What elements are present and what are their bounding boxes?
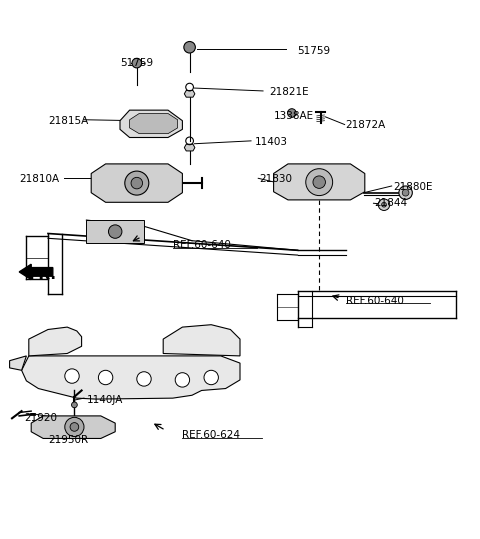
Circle shape <box>65 369 79 383</box>
Text: 21815A: 21815A <box>48 116 88 126</box>
Text: 21880E: 21880E <box>394 182 433 192</box>
Polygon shape <box>29 327 82 356</box>
Circle shape <box>204 370 218 385</box>
Text: 11403: 11403 <box>254 137 288 147</box>
Circle shape <box>137 372 151 386</box>
Text: REF.60-640: REF.60-640 <box>346 296 404 306</box>
Text: 51759: 51759 <box>120 58 153 68</box>
FancyArrow shape <box>19 264 53 280</box>
Circle shape <box>378 199 390 210</box>
Polygon shape <box>130 114 178 134</box>
Text: 1140JA: 1140JA <box>86 395 123 405</box>
Text: 1338AE: 1338AE <box>274 111 314 121</box>
Polygon shape <box>91 164 182 202</box>
Polygon shape <box>120 110 182 137</box>
Text: 21810A: 21810A <box>19 174 60 184</box>
Polygon shape <box>274 164 365 200</box>
Circle shape <box>125 171 149 195</box>
Polygon shape <box>184 144 195 151</box>
Polygon shape <box>22 356 240 399</box>
Circle shape <box>98 370 113 385</box>
Polygon shape <box>184 91 195 97</box>
Text: REF.60-640: REF.60-640 <box>173 240 231 251</box>
Text: REF.60-624: REF.60-624 <box>182 430 240 440</box>
Polygon shape <box>31 416 115 438</box>
Text: 21844: 21844 <box>374 198 408 208</box>
Bar <box>86 220 144 243</box>
Circle shape <box>132 58 142 68</box>
Polygon shape <box>163 324 240 356</box>
Circle shape <box>313 176 325 188</box>
Text: FR.: FR. <box>29 267 57 282</box>
Circle shape <box>70 423 79 431</box>
Circle shape <box>184 42 195 53</box>
Circle shape <box>306 169 333 196</box>
Text: 21920: 21920 <box>24 413 57 423</box>
Circle shape <box>175 372 190 387</box>
Circle shape <box>399 186 412 199</box>
Text: 21830: 21830 <box>259 174 292 184</box>
Text: 51759: 51759 <box>298 46 331 56</box>
Circle shape <box>131 177 143 189</box>
Circle shape <box>382 202 386 207</box>
Text: 21821E: 21821E <box>269 87 309 97</box>
Circle shape <box>72 402 77 407</box>
Circle shape <box>65 417 84 437</box>
Circle shape <box>402 189 409 196</box>
Text: 21950R: 21950R <box>48 435 88 445</box>
Circle shape <box>108 225 122 238</box>
Text: 21872A: 21872A <box>346 121 386 130</box>
Circle shape <box>288 109 296 118</box>
Polygon shape <box>10 356 26 370</box>
